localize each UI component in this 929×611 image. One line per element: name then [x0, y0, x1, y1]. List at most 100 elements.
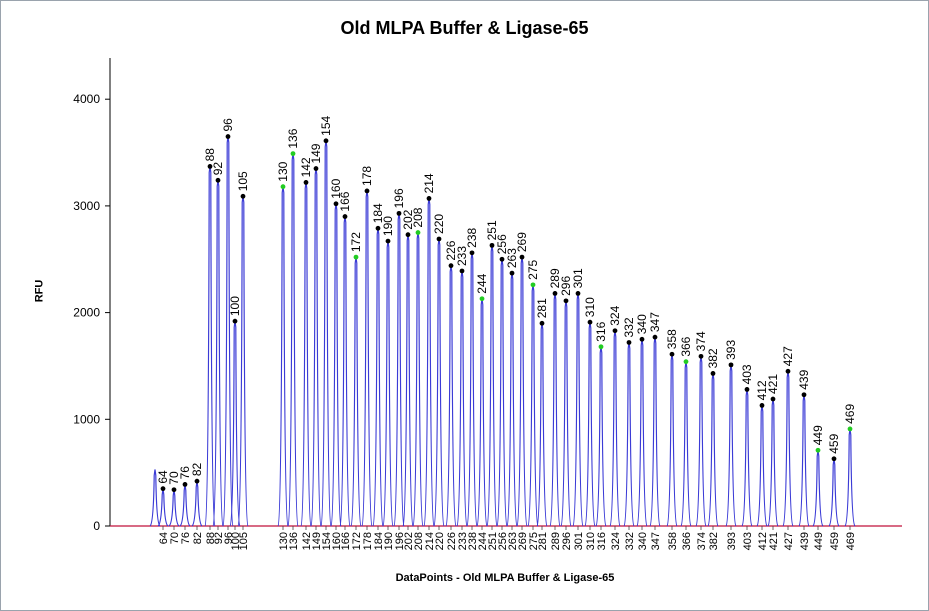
y-tick-label: 0: [93, 519, 100, 533]
peak-marker-275: [530, 282, 536, 288]
x-tick-label-301: 301: [573, 532, 585, 550]
peak-label-382: 382: [706, 348, 720, 368]
x-tick-label-421: 421: [768, 532, 780, 550]
peak-label-332: 332: [622, 317, 636, 337]
x-tick-label-256: 256: [497, 532, 509, 550]
peak-marker-412: [759, 403, 765, 408]
peak-label-88: 88: [203, 148, 217, 162]
x-tick-label-403: 403: [742, 532, 754, 550]
x-tick-label-340: 340: [637, 532, 649, 550]
trace-peak-88: [204, 166, 216, 527]
peak-label-178: 178: [360, 166, 374, 186]
peak-label-439: 439: [797, 369, 811, 389]
x-tick-label-439: 439: [799, 532, 811, 550]
peak-marker-214: [426, 196, 432, 201]
peak-marker-382: [710, 371, 716, 376]
x-tick-label-88: 88: [205, 532, 217, 544]
peak-label-214: 214: [422, 173, 436, 193]
peak-marker-96: [225, 134, 231, 139]
x-tick-label-190: 190: [383, 532, 395, 550]
trace-peak-269: [516, 257, 528, 527]
peak-label-421: 421: [766, 374, 780, 394]
x-tick-label-347: 347: [650, 532, 662, 550]
trace-peak-275: [527, 284, 539, 527]
y-tick-label: 4000: [73, 92, 100, 106]
trace-peak-459: [828, 458, 840, 527]
peak-marker-301: [575, 290, 581, 296]
peak-marker-296: [563, 298, 569, 304]
peak-marker-190: [385, 238, 391, 244]
x-tick-label-289: 289: [550, 532, 562, 550]
x-tick-label-160: 160: [331, 532, 343, 550]
peak-label-202: 202: [401, 209, 415, 229]
peak-marker-393: [728, 362, 734, 368]
peak-label-316: 316: [594, 321, 608, 341]
trace-peak-178: [361, 190, 373, 527]
y-tick-label: 3000: [73, 199, 100, 213]
peak-label-82: 82: [190, 463, 204, 477]
peak-marker-142: [303, 180, 309, 185]
trace-peak-316: [595, 346, 607, 527]
peak-marker-374: [698, 353, 704, 359]
x-tick-label-226: 226: [446, 532, 458, 550]
peak-marker-136: [290, 151, 296, 157]
trace-peak-92: [212, 180, 224, 527]
x-tick-label-92: 92: [213, 532, 225, 544]
trace-peak-190: [382, 241, 394, 527]
trace-peak-96: [222, 136, 234, 527]
trace-peak-208: [412, 232, 424, 527]
peak-label-208: 208: [411, 207, 425, 227]
x-tick-label-366: 366: [681, 532, 693, 550]
x-tick-label-208: 208: [413, 532, 425, 550]
peak-label-256: 256: [495, 234, 509, 254]
trace-peak-469: [844, 428, 856, 527]
peak-marker-269: [519, 254, 525, 260]
x-tick-label-358: 358: [667, 532, 679, 550]
peak-label-412: 412: [755, 380, 769, 400]
peak-label-393: 393: [724, 340, 738, 360]
trace-peak-105: [237, 196, 249, 527]
peak-marker-324: [612, 328, 618, 334]
peak-label-226: 226: [444, 240, 458, 260]
peak-marker-310: [587, 319, 593, 325]
peak-label-469: 469: [843, 404, 857, 424]
trace-peak-374: [695, 356, 707, 527]
x-tick-label-154: 154: [321, 532, 333, 550]
peak-label-233: 233: [455, 246, 469, 266]
peak-label-64: 64: [156, 470, 170, 484]
peak-marker-220: [436, 236, 442, 242]
trace-peak-226: [445, 265, 457, 527]
x-tick-label-469: 469: [845, 532, 857, 550]
x-tick-label-244: 244: [477, 532, 489, 550]
trace-peak-324: [609, 330, 621, 527]
x-tick-label-374: 374: [696, 532, 708, 550]
x-tick-label-196: 196: [394, 532, 406, 550]
trace-peak-332: [623, 342, 635, 527]
trace-peak-214: [423, 198, 435, 527]
trace-peak-196: [393, 213, 405, 527]
peak-label-289: 289: [548, 268, 562, 288]
x-tick-label-76: 76: [180, 532, 192, 544]
peak-marker-449: [815, 447, 821, 453]
peak-label-403: 403: [740, 364, 754, 384]
trace-peak-64: [157, 488, 169, 527]
peak-marker-100: [232, 318, 238, 324]
x-tick-label-393: 393: [726, 532, 738, 550]
peak-marker-366: [683, 359, 689, 365]
trace-peak-136: [287, 153, 299, 527]
trace-peak-233: [456, 270, 468, 527]
peak-label-366: 366: [679, 336, 693, 356]
trace-peak-403: [741, 389, 753, 527]
peak-marker-469: [847, 426, 853, 432]
peak-label-220: 220: [432, 214, 446, 234]
x-tick-label-130: 130: [278, 532, 290, 550]
y-axis: 0 1000 2000 3000 4000: [73, 58, 111, 533]
trace-peak-366: [680, 361, 692, 527]
peak-label-96: 96: [221, 118, 235, 132]
trace-peak-347: [649, 337, 661, 527]
x-tick-label-100: 100: [230, 532, 242, 550]
x-tick-label-220: 220: [434, 532, 446, 550]
